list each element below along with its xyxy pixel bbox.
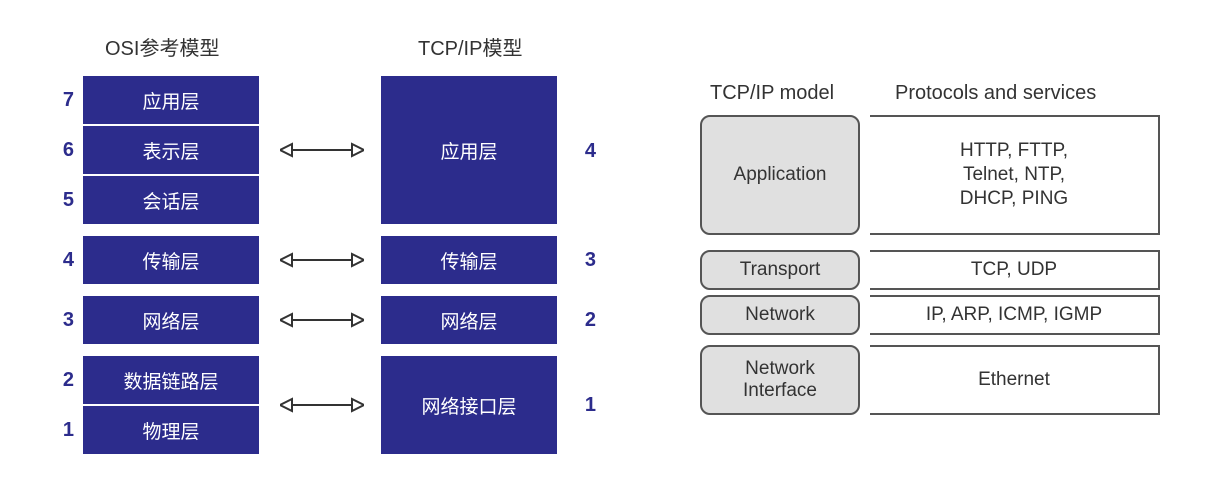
model-box-network: Network [700, 295, 860, 335]
osi-layer-6: 表示层 [82, 125, 260, 175]
protocol-box-network: IP, ARP, ICMP, IGMP [870, 295, 1160, 335]
tcpip-num-2: 2 [572, 309, 596, 332]
model-box-network-interface: Network Interface [700, 345, 860, 415]
osi-num-6: 6 [50, 139, 74, 162]
mapping-arrow-1 [280, 141, 364, 159]
osi-title: OSI参考模型 [105, 32, 219, 61]
tcpip-layer-3: 传输层 [380, 235, 558, 285]
osi-num-7: 7 [50, 89, 74, 112]
tcpip-layer-1: 网络接口层 [380, 355, 558, 455]
tcpip-title: TCP/IP模型 [418, 32, 522, 61]
mapping-arrow-4 [280, 396, 364, 414]
mapping-arrow-3 [280, 311, 364, 329]
osi-layer-3: 网络层 [82, 295, 260, 345]
osi-num-5: 5 [50, 189, 74, 212]
osi-layer-4: 传输层 [82, 235, 260, 285]
protocol-box-transport: TCP, UDP [870, 250, 1160, 290]
osi-num-1: 1 [50, 419, 74, 442]
osi-layer-2: 数据链路层 [82, 355, 260, 405]
protocol-box-application: HTTP, FTTP, Telnet, NTP, DHCP, PING [870, 115, 1160, 235]
model-box-application: Application [700, 115, 860, 235]
model-box-transport: Transport [700, 250, 860, 290]
protocol-box-network-interface: Ethernet [870, 345, 1160, 415]
tcpip-num-4: 4 [572, 140, 596, 163]
osi-num-2: 2 [50, 369, 74, 392]
osi-layer-1: 物理层 [82, 405, 260, 455]
tcpip-layer-2: 网络层 [380, 295, 558, 345]
mapping-arrow-2 [280, 251, 364, 269]
tcpip-layer-4: 应用层 [380, 75, 558, 225]
osi-layer-7: 应用层 [82, 75, 260, 125]
osi-num-4: 4 [50, 249, 74, 272]
right-header-protocols: Protocols and services [895, 82, 1096, 105]
right-header-model: TCP/IP model [710, 82, 834, 105]
tcpip-num-3: 3 [572, 249, 596, 272]
osi-layer-5: 会话层 [82, 175, 260, 225]
tcpip-num-1: 1 [572, 394, 596, 417]
osi-num-3: 3 [50, 309, 74, 332]
